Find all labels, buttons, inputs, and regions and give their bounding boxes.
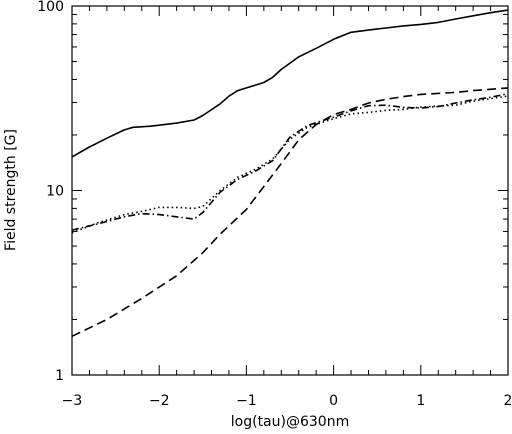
x-tick-label: −2 — [149, 393, 170, 409]
y-tick-label: 1 — [55, 368, 64, 384]
y-tick-label: 100 — [37, 0, 64, 15]
x-tick-label: 0 — [329, 393, 338, 409]
x-tick-label: 1 — [416, 393, 425, 409]
series-lines — [71, 9, 509, 338]
axis-ticks — [71, 5, 509, 376]
x-tick-label: −3 — [62, 393, 83, 409]
x-tick-label: −1 — [236, 393, 257, 409]
series-line-dash-dot — [71, 92, 509, 231]
plot-frame — [71, 5, 509, 376]
series-line-dashed — [71, 87, 509, 338]
series-line-solid — [71, 9, 509, 158]
y-tick-labels: 1 10 100 — [37, 0, 64, 384]
x-tick-label: 2 — [504, 393, 512, 409]
x-axis-label: log(tau)@630nm — [231, 414, 349, 430]
x-tick-labels: −3 −2 −1 0 1 2 — [62, 393, 512, 409]
y-tick-label: 10 — [46, 184, 64, 200]
y-axis-label: Field strength [G] — [3, 129, 19, 251]
series-line-dotted — [71, 95, 509, 234]
